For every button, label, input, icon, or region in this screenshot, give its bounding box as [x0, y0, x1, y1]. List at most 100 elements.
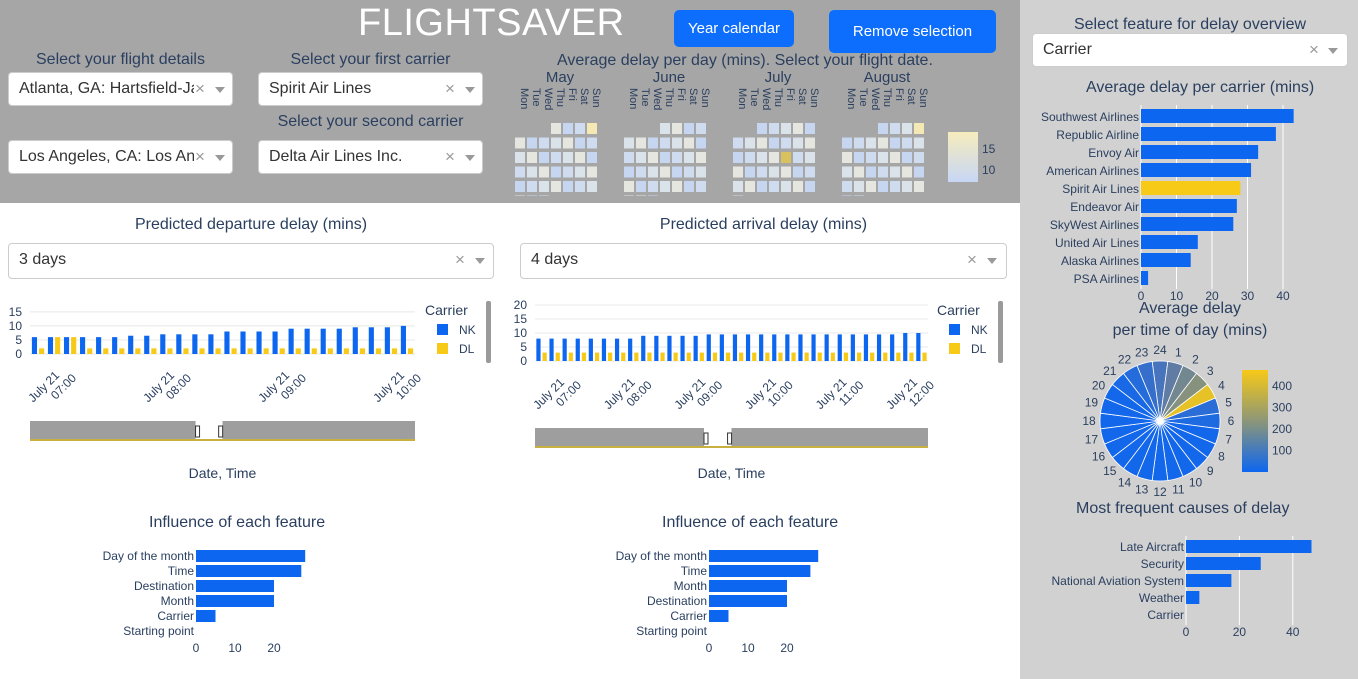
- bar-nk: [80, 337, 86, 354]
- calendar-day-cell: [769, 181, 779, 192]
- calendar-day-cell: [672, 181, 682, 192]
- range-slider-handle: [195, 425, 201, 438]
- bar-nk: [176, 334, 182, 354]
- calendar-day-cell: [696, 123, 706, 134]
- calendar-day-cell: [563, 181, 573, 192]
- calendar-day-cell: [539, 137, 549, 149]
- clear-icon[interactable]: ×: [195, 79, 205, 98]
- chevron-down-icon[interactable]: [475, 258, 485, 264]
- calendar-weekday-label: Wed: [760, 88, 772, 110]
- calendar-day-cell: [842, 166, 852, 178]
- calendar-day-cell: [781, 123, 791, 134]
- chevron-down-icon[interactable]: [465, 87, 475, 93]
- bar: [196, 595, 274, 607]
- calendar-day-cell: [636, 166, 646, 178]
- clear-icon[interactable]: ×: [445, 79, 455, 98]
- calendar-day-cell: [914, 137, 924, 149]
- bar-nk: [144, 335, 150, 354]
- y-tick-label: 15: [9, 305, 23, 319]
- chevron-down-icon[interactable]: [987, 258, 997, 264]
- calendar-weekday-label: Fri: [566, 88, 578, 101]
- calendar-day-cell: [636, 195, 646, 196]
- category-label: PSA Airlines: [1074, 272, 1139, 286]
- range-slider-right-mask: [222, 421, 415, 441]
- bar-dl: [870, 352, 875, 361]
- bar: [1141, 199, 1237, 213]
- bar: [1186, 591, 1200, 604]
- clear-icon[interactable]: ×: [1309, 40, 1319, 59]
- calendar-day-cell: [515, 181, 525, 192]
- bar-nk: [745, 334, 751, 361]
- arrival-window-dropdown[interactable]: 4 days ×: [520, 243, 1007, 279]
- bar: [709, 595, 787, 607]
- calendar-day-cell: [866, 152, 876, 163]
- calendar-day-cell: [745, 152, 755, 163]
- bar-nk: [916, 333, 921, 361]
- calendar-day-cell: [575, 152, 585, 163]
- bar-dl: [856, 352, 862, 361]
- calendar-day-cell: [551, 166, 561, 178]
- chevron-down-icon[interactable]: [1328, 48, 1338, 54]
- calendar-day-cell: [793, 181, 803, 192]
- category-label: Time: [681, 564, 708, 578]
- app-title: FLIGHTSAVER: [358, 2, 625, 44]
- bar-dl: [608, 352, 613, 361]
- y-tick-label: 5: [520, 340, 527, 354]
- bar-nk: [654, 335, 659, 361]
- calendar-day-cell: [563, 137, 573, 149]
- calendar-day-cell: [660, 137, 670, 149]
- bar-dl: [151, 348, 157, 354]
- second-carrier-dropdown[interactable]: Delta Air Lines Inc. ×: [258, 140, 483, 174]
- bar: [196, 550, 306, 562]
- bar-nk: [336, 328, 342, 354]
- calendar-day-cell: [587, 181, 597, 192]
- clear-icon[interactable]: ×: [455, 250, 465, 269]
- chevron-down-icon[interactable]: [215, 155, 225, 161]
- pie-label: 16: [1092, 450, 1106, 464]
- chevron-down-icon[interactable]: [465, 155, 475, 161]
- departure-window-dropdown[interactable]: 3 days ×: [8, 243, 494, 279]
- calendar-day-cell: [575, 181, 585, 192]
- calendar-day-cell: [660, 123, 670, 134]
- legend-label-dl: DL: [971, 342, 987, 356]
- category-label: Starting point: [636, 624, 707, 638]
- overview-feature-dropdown[interactable]: Carrier ×: [1032, 33, 1348, 67]
- bar-dl: [739, 352, 744, 361]
- calendar-day-cell: [854, 195, 864, 196]
- remove-selection-button[interactable]: Remove selection: [829, 10, 996, 53]
- bar-nk: [549, 338, 554, 361]
- clear-icon[interactable]: ×: [445, 147, 455, 166]
- clear-icon[interactable]: ×: [195, 147, 205, 166]
- time-of-day-pie[interactable]: 24 12345678910111213141516171819202122234…: [1080, 340, 1310, 505]
- calendar-day-cell: [624, 152, 634, 163]
- x-tick-label: 40: [1276, 289, 1290, 303]
- bar-dl: [135, 348, 141, 354]
- calendar-day-cell: [539, 166, 549, 178]
- bar-nk: [693, 335, 698, 361]
- carrier-delay-chart[interactable]: 0 10 20 30 40 Southwest Airlines Republic Airl…: [1025, 100, 1355, 305]
- calendar-day-cell: [636, 181, 646, 192]
- first-carrier-dropdown[interactable]: Spirit Air Lines ×: [258, 72, 483, 106]
- bar-nk: [641, 335, 646, 361]
- x-axis-title: Date, Time: [698, 465, 766, 481]
- year-calendar-button[interactable]: Year calendar: [674, 10, 794, 47]
- bar-dl: [843, 352, 849, 361]
- category-label: Carrier: [670, 609, 707, 623]
- origin-dropdown[interactable]: Atlanta, GA: Hartsfield-Ja… ×: [8, 72, 233, 106]
- destination-dropdown[interactable]: Los Angeles, CA: Los Ang… ×: [8, 140, 233, 174]
- bar: [709, 565, 811, 577]
- bar-nk: [719, 334, 724, 361]
- calendar-day-cell: [914, 123, 924, 134]
- x-tick-label: 10: [1170, 289, 1184, 303]
- category-label: American Airlines: [1046, 164, 1139, 178]
- bar: [1186, 574, 1232, 587]
- bar: [1141, 271, 1149, 285]
- calendar-day-cell: [866, 181, 876, 192]
- bar-dl: [752, 352, 757, 361]
- chevron-down-icon[interactable]: [215, 87, 225, 93]
- clear-icon[interactable]: ×: [967, 250, 977, 269]
- legend-scrollbar: [486, 301, 491, 363]
